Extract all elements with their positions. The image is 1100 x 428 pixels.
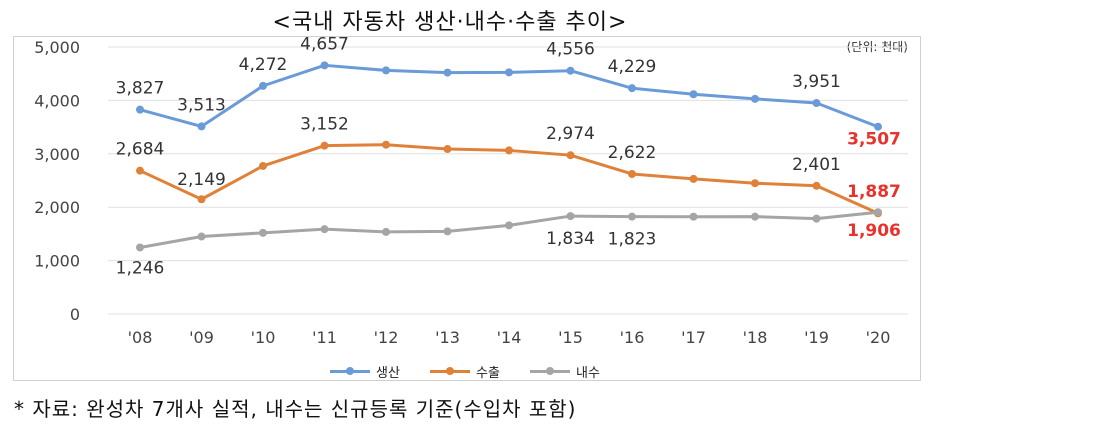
data-label: 2,974: [546, 124, 595, 144]
legend-item: 내수: [530, 362, 600, 381]
data-point: [751, 212, 759, 221]
data-point: [259, 161, 267, 170]
data-label: 3,827: [116, 79, 165, 99]
data-point: [136, 243, 144, 252]
data-point: [628, 169, 636, 178]
data-label: 3,513: [177, 95, 226, 115]
legend-item: 수출: [430, 362, 500, 381]
data-label: 1,834: [546, 229, 595, 249]
data-label: 3,951: [792, 72, 841, 92]
data-point: [505, 221, 513, 230]
x-tick-label: '13: [435, 328, 460, 347]
data-point: [259, 81, 267, 90]
x-tick-label: '11: [312, 328, 337, 347]
legend-swatch: [530, 367, 570, 375]
data-point: [751, 179, 759, 188]
data-point: [628, 84, 636, 93]
data-point: [443, 145, 452, 154]
data-point: [812, 181, 821, 190]
data-point: [566, 151, 575, 160]
data-point: [382, 66, 390, 75]
chart-legend: 생산 수출 내수: [0, 362, 1000, 382]
data-label: 2,684: [116, 140, 165, 160]
y-tick-label: 5,000: [34, 38, 80, 57]
x-tick-label: '09: [189, 328, 214, 347]
data-point: [566, 66, 575, 75]
x-tick-label: '20: [866, 328, 891, 347]
data-point: [259, 228, 267, 237]
data-point: [320, 225, 329, 234]
legend-swatch: [430, 367, 470, 375]
series-line: [139, 210, 879, 249]
legend-label: 생산: [376, 366, 400, 381]
data-point: [689, 90, 698, 99]
chart-title: <국내 자동차 생산·내수·수출 추이>: [272, 10, 628, 35]
data-label: 4,556: [546, 40, 595, 60]
x-tick-label: '18: [743, 328, 768, 347]
data-point: [812, 99, 821, 108]
data-point: [505, 146, 513, 155]
data-label: 3,152: [300, 115, 349, 135]
data-point: [874, 122, 882, 131]
x-tick-label: '12: [374, 328, 399, 347]
y-tick-label: 4,000: [34, 91, 80, 110]
data-point: [197, 232, 206, 241]
data-point: [874, 208, 882, 217]
legend-label: 내수: [576, 366, 600, 381]
data-point: [382, 227, 390, 236]
y-tick-label: 1,000: [34, 252, 80, 271]
data-point: [320, 61, 329, 70]
data-point: [197, 122, 206, 131]
data-point: [812, 214, 821, 223]
x-tick-label: '15: [558, 328, 583, 347]
data-point: [689, 174, 698, 183]
x-tick-label: '16: [620, 328, 645, 347]
data-point: [566, 212, 575, 221]
data-label: 3,507: [847, 130, 901, 150]
data-label: 1,906: [847, 221, 901, 241]
legend-swatch: [330, 367, 370, 375]
data-point: [382, 140, 390, 149]
x-tick-label: '10: [251, 328, 276, 347]
data-label: 4,272: [239, 55, 288, 75]
chart-frame: [13, 36, 921, 381]
x-tick-label: '19: [804, 328, 829, 347]
footnote: * 자료: 완성차 7개사 실적, 내수는 신규등록 기준(수입차 포함): [14, 397, 577, 421]
data-label: 2,149: [177, 170, 226, 190]
x-tick-label: '17: [681, 328, 706, 347]
series-line: [139, 143, 879, 215]
data-point: [505, 68, 513, 77]
y-tick-label: 3,000: [34, 145, 80, 164]
data-label: 1,246: [116, 258, 165, 278]
data-point: [136, 105, 144, 114]
y-tick-label: 2,000: [34, 198, 80, 217]
data-point: [320, 141, 329, 150]
data-label: 1,823: [608, 230, 657, 250]
data-label: 4,229: [608, 57, 657, 77]
data-label: 1,887: [847, 182, 901, 202]
legend-item: 생산: [330, 362, 400, 381]
data-point: [197, 195, 206, 204]
legend-label: 수출: [476, 366, 500, 381]
data-point: [136, 166, 144, 175]
data-point: [443, 227, 452, 236]
data-point: [751, 94, 759, 103]
data-label: 4,657: [300, 34, 349, 54]
x-tick-label: '14: [497, 328, 522, 347]
x-tick-label: '08: [128, 328, 153, 347]
data-label: 2,401: [792, 155, 841, 175]
data-point: [628, 212, 636, 221]
data-point: [443, 68, 452, 77]
data-point: [689, 212, 698, 221]
y-tick-label: 0: [70, 305, 80, 324]
data-label: 2,622: [608, 143, 657, 163]
